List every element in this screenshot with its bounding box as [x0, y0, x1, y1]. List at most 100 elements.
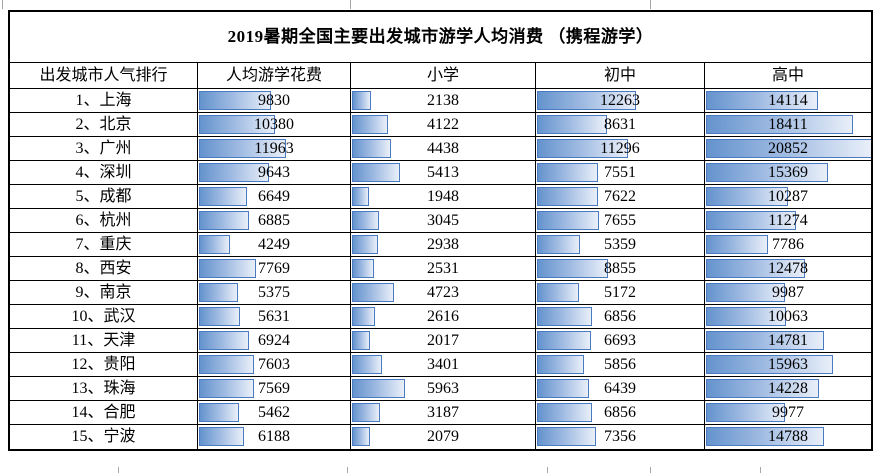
value-cell[interactable]: 9977	[705, 401, 871, 425]
value-cell[interactable]: 4723	[351, 281, 536, 305]
column-header-2[interactable]: 小学	[351, 63, 536, 89]
value-cell[interactable]: 6856	[536, 401, 705, 425]
value-cell[interactable]: 7569	[198, 377, 351, 401]
header-row: 出发城市人气排行 人均游学花费 小学 初中 高中	[10, 63, 871, 89]
value-cell[interactable]: 14114	[705, 89, 871, 113]
value-label: 7786	[772, 236, 804, 253]
table-row: 3、广州 11963 4438 11296 20852	[10, 137, 871, 161]
value-cell[interactable]: 5172	[536, 281, 705, 305]
value-cell[interactable]: 6924	[198, 329, 351, 353]
data-bar	[706, 427, 824, 446]
city-cell[interactable]: 13、珠海	[10, 377, 198, 401]
value-cell[interactable]: 5462	[198, 401, 351, 425]
data-bar	[706, 163, 829, 182]
value-cell[interactable]: 11274	[705, 209, 871, 233]
value-cell[interactable]: 6649	[198, 185, 351, 209]
value-cell[interactable]: 2616	[351, 305, 536, 329]
city-cell[interactable]: 11、天津	[10, 329, 198, 353]
city-cell[interactable]: 12、贵阳	[10, 353, 198, 377]
column-header-0[interactable]: 出发城市人气排行	[10, 63, 198, 89]
city-label: 15、宁波	[71, 428, 136, 445]
value-cell[interactable]: 8855	[536, 257, 705, 281]
value-cell[interactable]: 4438	[351, 137, 536, 161]
value-cell[interactable]: 3187	[351, 401, 536, 425]
value-cell[interactable]: 4122	[351, 113, 536, 137]
value-cell[interactable]: 9987	[705, 281, 871, 305]
value-cell[interactable]: 15963	[705, 353, 871, 377]
data-bar	[706, 91, 819, 110]
city-cell[interactable]: 5、成都	[10, 185, 198, 209]
value-cell[interactable]: 10380	[198, 113, 351, 137]
data-bar	[537, 283, 579, 302]
value-cell[interactable]: 10287	[705, 185, 871, 209]
value-cell[interactable]: 14781	[705, 329, 871, 353]
value-cell[interactable]: 5963	[351, 377, 536, 401]
value-cell[interactable]: 6188	[198, 425, 351, 449]
value-cell[interactable]: 5631	[198, 305, 351, 329]
value-cell[interactable]: 6439	[536, 377, 705, 401]
city-cell[interactable]: 2、北京	[10, 113, 198, 137]
value-cell[interactable]: 18411	[705, 113, 871, 137]
data-bar	[706, 355, 834, 374]
value-cell[interactable]: 20852	[705, 137, 871, 161]
city-cell[interactable]: 15、宁波	[10, 425, 198, 449]
data-bar	[352, 283, 394, 302]
value-cell[interactable]: 2938	[351, 233, 536, 257]
city-cell[interactable]: 8、西安	[10, 257, 198, 281]
value-cell[interactable]: 12263	[536, 89, 705, 113]
value-cell[interactable]: 7622	[536, 185, 705, 209]
value-cell[interactable]: 11296	[536, 137, 705, 161]
value-cell[interactable]: 7769	[198, 257, 351, 281]
value-cell[interactable]: 2138	[351, 89, 536, 113]
column-header-1[interactable]: 人均游学花费	[198, 63, 351, 89]
value-cell[interactable]: 11963	[198, 137, 351, 161]
value-cell[interactable]: 10063	[705, 305, 871, 329]
column-header-3[interactable]: 初中	[536, 63, 705, 89]
value-cell[interactable]: 2079	[351, 425, 536, 449]
table-row: 1、上海 9830 2138 12263 14114	[10, 89, 871, 113]
value-cell[interactable]: 7655	[536, 209, 705, 233]
value-cell[interactable]: 2017	[351, 329, 536, 353]
value-cell[interactable]: 5375	[198, 281, 351, 305]
value-cell[interactable]: 8631	[536, 113, 705, 137]
data-bar	[352, 331, 370, 350]
value-cell[interactable]: 7786	[705, 233, 871, 257]
city-cell[interactable]: 10、武汉	[10, 305, 198, 329]
value-cell[interactable]: 3045	[351, 209, 536, 233]
value-cell[interactable]: 7551	[536, 161, 705, 185]
value-cell[interactable]: 9643	[198, 161, 351, 185]
value-cell[interactable]: 6885	[198, 209, 351, 233]
value-cell[interactable]: 14788	[705, 425, 871, 449]
city-cell[interactable]: 14、合肥	[10, 401, 198, 425]
value-cell[interactable]: 5413	[351, 161, 536, 185]
value-cell[interactable]: 7603	[198, 353, 351, 377]
city-label: 8、西安	[75, 260, 132, 277]
value-cell[interactable]: 1948	[351, 185, 536, 209]
city-cell[interactable]: 4、深圳	[10, 161, 198, 185]
value-cell[interactable]: 2531	[351, 257, 536, 281]
city-cell[interactable]: 3、广州	[10, 137, 198, 161]
data-bar	[352, 235, 378, 254]
value-cell[interactable]: 5856	[536, 353, 705, 377]
value-label: 6693	[604, 332, 636, 349]
value-cell[interactable]: 9830	[198, 89, 351, 113]
value-cell[interactable]: 6856	[536, 305, 705, 329]
data-bar	[706, 211, 796, 230]
value-cell[interactable]: 3401	[351, 353, 536, 377]
column-header-4[interactable]: 高中	[705, 63, 871, 89]
city-cell[interactable]: 7、重庆	[10, 233, 198, 257]
value-label: 7603	[258, 356, 290, 373]
value-cell[interactable]: 6693	[536, 329, 705, 353]
city-cell[interactable]: 1、上海	[10, 89, 198, 113]
value-cell[interactable]: 5359	[536, 233, 705, 257]
value-cell[interactable]: 15369	[705, 161, 871, 185]
value-label: 4249	[258, 236, 290, 253]
city-cell[interactable]: 9、南京	[10, 281, 198, 305]
value-cell[interactable]: 4249	[198, 233, 351, 257]
city-cell[interactable]: 6、杭州	[10, 209, 198, 233]
value-cell[interactable]: 14228	[705, 377, 871, 401]
value-cell[interactable]: 7356	[536, 425, 705, 449]
table-title[interactable]: 2019暑期全国主要出发城市游学人均消费 （携程游学）	[10, 12, 871, 63]
value-label: 5631	[258, 308, 290, 325]
value-cell[interactable]: 12478	[705, 257, 871, 281]
